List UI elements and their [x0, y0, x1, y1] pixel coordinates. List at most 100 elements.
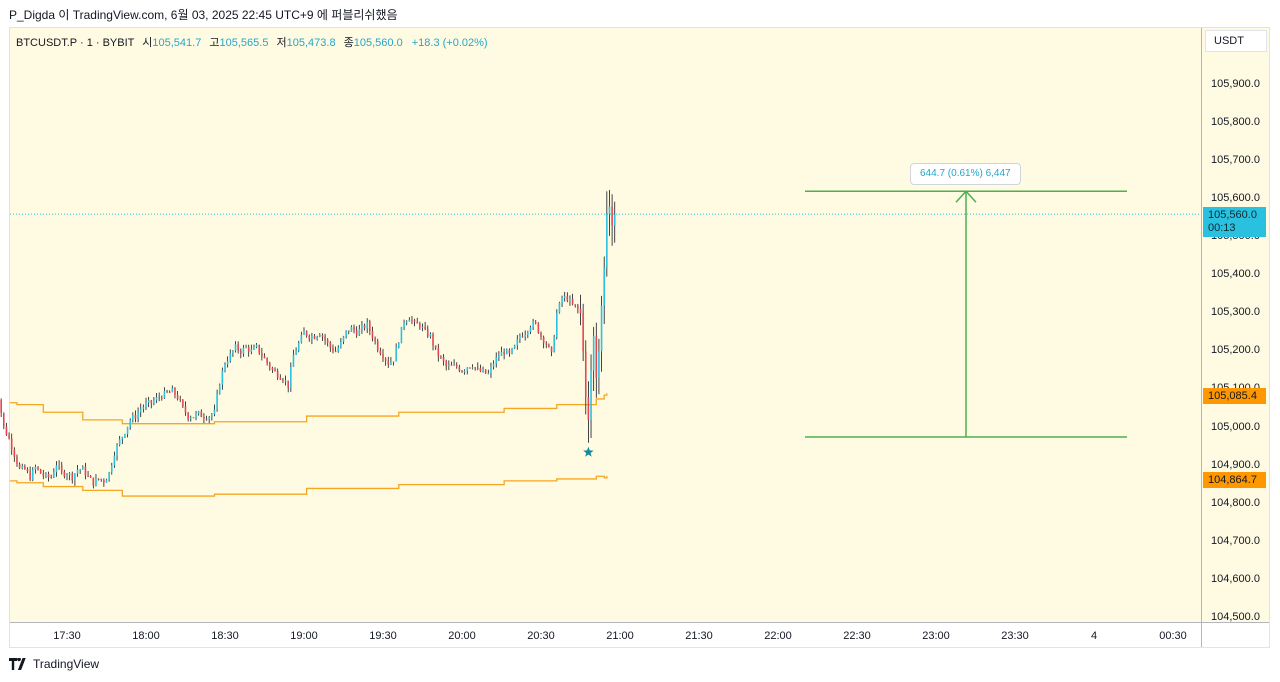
- candle-down: [287, 380, 289, 388]
- candle-down: [134, 415, 137, 419]
- candle-down: [63, 471, 66, 477]
- candle-up: [290, 366, 292, 388]
- candle-up: [242, 347, 245, 354]
- time-tick-label: 22:00: [764, 630, 792, 642]
- candle-up: [129, 420, 131, 427]
- plot-area[interactable]: [10, 28, 1201, 622]
- candle-up: [45, 473, 47, 476]
- time-tick-label: 21:30: [685, 630, 713, 642]
- price-axis[interactable]: [1202, 28, 1269, 622]
- candle-up: [448, 364, 450, 367]
- candle-down: [363, 325, 366, 329]
- time-tick-label: 20:30: [527, 630, 555, 642]
- candle-up: [500, 351, 503, 356]
- candle-down: [455, 364, 458, 367]
- price-tick-label: 104,500.0: [1211, 611, 1260, 623]
- candle-up: [189, 417, 192, 419]
- candle-down: [168, 391, 171, 393]
- candle-up: [116, 444, 118, 456]
- symbol-label[interactable]: BTCUSDT.P · 1 · BYBIT: [16, 37, 135, 49]
- candle-up: [405, 321, 408, 323]
- candle-up: [126, 426, 129, 435]
- candle-down: [384, 358, 387, 361]
- candle-down: [247, 346, 250, 352]
- candle-down: [5, 426, 8, 436]
- candle-down: [29, 471, 31, 480]
- candle-down: [534, 321, 537, 323]
- candle-down: [305, 331, 308, 336]
- candle-up: [358, 328, 361, 336]
- candle-up: [319, 334, 321, 337]
- candle-up: [234, 344, 237, 351]
- candle-down: [579, 308, 582, 314]
- candle-up: [592, 336, 595, 371]
- tradingview-footer[interactable]: TradingView: [9, 657, 99, 671]
- candle-up: [337, 347, 340, 352]
- candle-down: [200, 411, 203, 418]
- candle-down: [595, 336, 598, 378]
- candle-up: [195, 413, 197, 418]
- time-tick-label: 00:30: [1159, 630, 1187, 642]
- candle-up: [232, 350, 234, 354]
- candle-down: [84, 466, 87, 476]
- candle-down: [432, 334, 434, 346]
- candle-up: [511, 348, 513, 354]
- candle-up: [513, 345, 516, 349]
- close-label: 종: [343, 37, 354, 49]
- candle-up: [211, 414, 213, 418]
- candle-up: [113, 455, 116, 466]
- candle-up: [105, 479, 108, 483]
- price-tick-label: 105,800.0: [1211, 115, 1260, 128]
- candle-up: [213, 409, 216, 415]
- time-axis-separator: [10, 622, 1269, 623]
- candle-down: [282, 379, 284, 381]
- candle-down: [347, 330, 350, 332]
- measure-label[interactable]: 644.7 (0.61%) 6,447: [910, 163, 1021, 185]
- candle-down: [521, 336, 524, 338]
- candle-down: [47, 473, 50, 478]
- candle-down: [484, 369, 487, 374]
- candle-down: [387, 360, 390, 365]
- candle-up: [121, 437, 124, 440]
- candle-down: [161, 397, 163, 399]
- candle-down: [266, 358, 268, 363]
- candle-down: [0, 399, 2, 413]
- candle-up: [492, 363, 495, 367]
- candle-up: [171, 388, 174, 393]
- upper-band-tag: 105,085.4: [1203, 388, 1266, 404]
- time-tick-label: 17:30: [53, 630, 81, 642]
- candle-up: [76, 469, 79, 474]
- candle-down: [26, 469, 29, 472]
- candle-up: [553, 337, 555, 352]
- currency-button[interactable]: USDT: [1205, 30, 1267, 52]
- candle-up: [229, 353, 232, 362]
- candle-up: [110, 465, 113, 473]
- candle-down: [479, 368, 482, 372]
- candle-down: [274, 369, 276, 372]
- candle-down: [16, 456, 18, 464]
- candle-up: [163, 390, 166, 399]
- candle-down: [426, 329, 429, 337]
- candle-up: [498, 355, 500, 358]
- lower-band-line: [10, 475, 608, 497]
- candle-down: [334, 351, 337, 353]
- candle-down: [548, 344, 550, 347]
- tradingview-logo-icon: [9, 658, 26, 670]
- candle-down: [176, 394, 179, 399]
- candle-down: [71, 473, 74, 481]
- candle-down: [537, 322, 540, 333]
- price-tick-label: 105,300.0: [1211, 306, 1260, 319]
- candle-down: [174, 388, 176, 395]
- candle-down: [263, 356, 266, 359]
- candle-down: [542, 336, 545, 344]
- candle-down: [329, 342, 332, 348]
- candle-up: [74, 473, 76, 481]
- time-tick-label: 18:30: [211, 630, 239, 642]
- candle-down: [540, 332, 542, 337]
- candle-down: [150, 400, 153, 404]
- candle-down: [574, 304, 577, 306]
- high-value: 105,565.5: [219, 37, 269, 49]
- chart-frame: [9, 27, 1270, 648]
- candle-down: [268, 362, 271, 368]
